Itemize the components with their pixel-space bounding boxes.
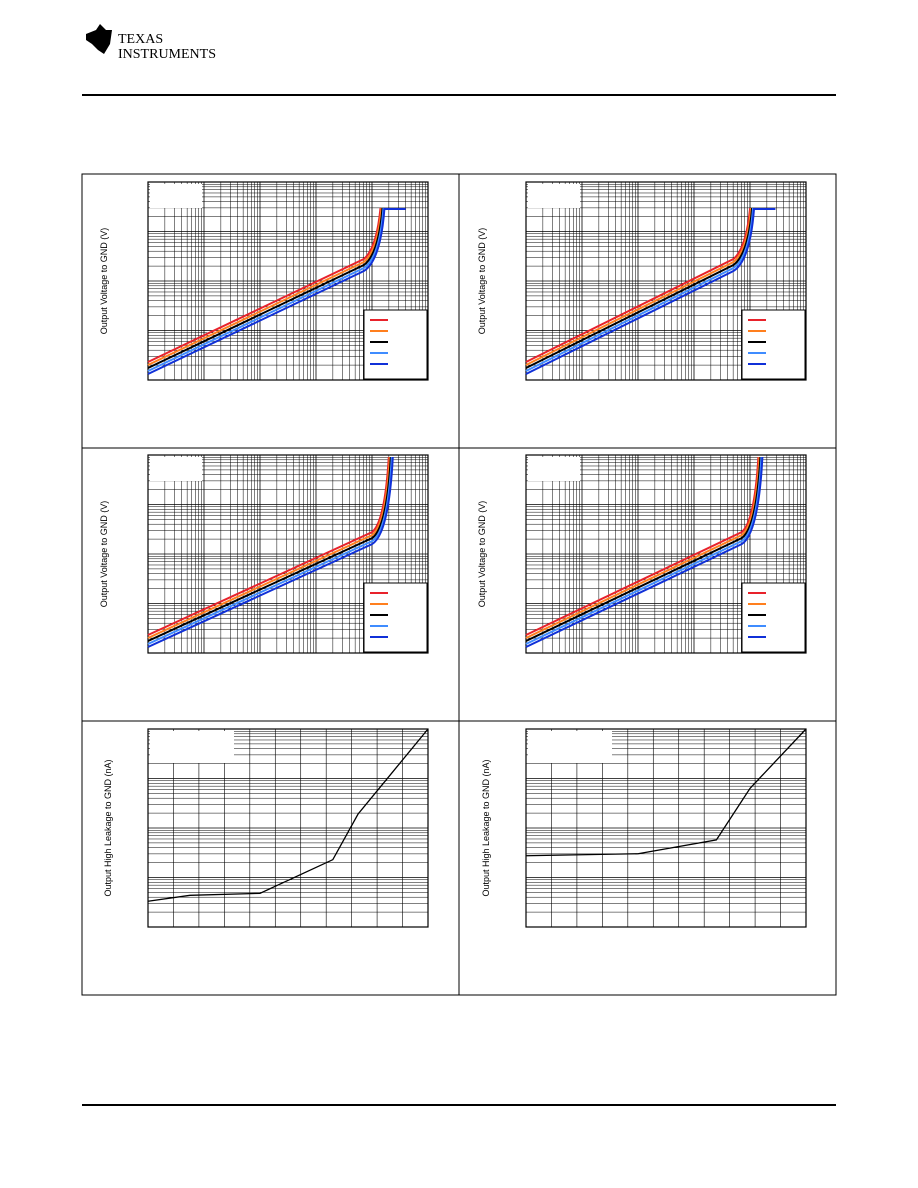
curve <box>525 456 761 639</box>
note-box <box>150 457 202 481</box>
legend-box <box>741 582 806 653</box>
plot: Output High Leakage to GND (nA) <box>103 728 429 928</box>
note-box <box>528 457 580 481</box>
curve <box>525 456 762 642</box>
y-axis-label: Output High Leakage to GND (nA) <box>103 759 113 896</box>
logo-text-1: TEXAS <box>118 32 163 47</box>
y-axis-label: Output Voltage to GND (V) <box>99 228 109 335</box>
y-axis-label: Output Voltage to GND (V) <box>477 501 487 608</box>
note-box <box>528 731 612 763</box>
plot-frame <box>525 181 807 381</box>
y-axis-label: Output High Leakage to GND (nA) <box>481 759 491 896</box>
plot-frame <box>525 454 807 654</box>
curve <box>147 728 429 902</box>
curve <box>525 456 764 648</box>
curve <box>147 456 392 642</box>
curve <box>525 728 807 857</box>
curve <box>525 208 776 375</box>
y-axis-label: Output Voltage to GND (V) <box>477 228 487 335</box>
curve <box>147 456 393 645</box>
note-box <box>150 184 202 208</box>
curve <box>147 456 394 648</box>
logo-mark <box>86 24 112 54</box>
curve <box>525 456 763 645</box>
plot: Output High Leakage to GND (nA) <box>481 728 807 928</box>
curve <box>147 208 406 375</box>
curve <box>147 456 390 636</box>
plot: Output Voltage to GND (V) <box>477 454 807 654</box>
curve <box>147 208 406 372</box>
curve <box>525 208 776 372</box>
logo-text-2: INSTRUMENTS <box>118 47 216 62</box>
logo: TEXAS INSTRUMENTS <box>86 24 216 62</box>
y-axis-label: Output Voltage to GND (V) <box>99 501 109 608</box>
legend-box <box>363 582 428 653</box>
plots: Output Voltage to GND (V) Output Voltage … <box>99 181 807 928</box>
plot: Output Voltage to GND (V) <box>477 181 807 381</box>
plot: Output Voltage to GND (V) <box>99 454 429 654</box>
legend-box <box>363 309 428 380</box>
curve <box>525 456 760 636</box>
plot-frame <box>147 728 429 928</box>
note-box <box>528 184 580 208</box>
plot-frame <box>147 181 429 381</box>
legend-box <box>741 309 806 380</box>
plot-frame <box>147 454 429 654</box>
plot-frame <box>525 728 807 928</box>
note-box <box>150 731 234 763</box>
curve <box>147 456 391 639</box>
plot: Output Voltage to GND (V) <box>99 181 429 381</box>
